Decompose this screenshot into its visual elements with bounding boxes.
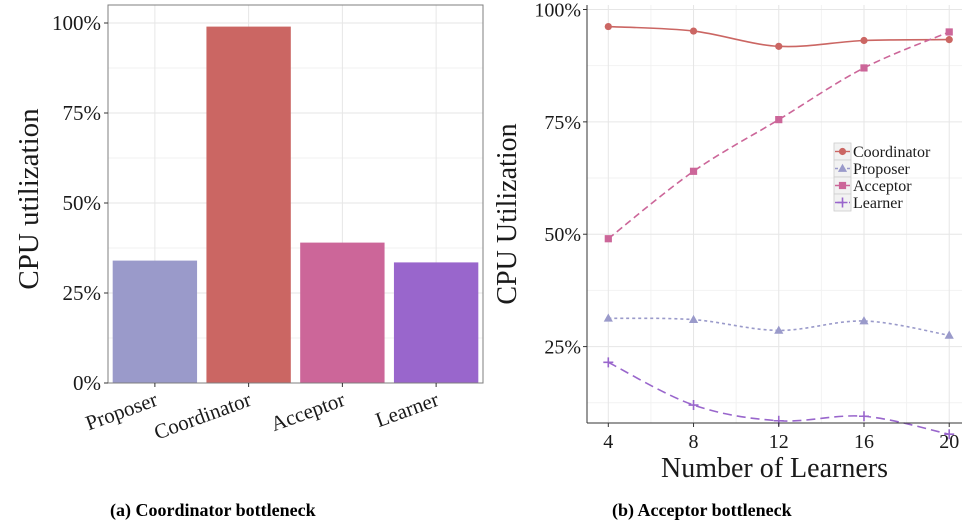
- bar-coordinator: [206, 27, 290, 383]
- data-point-acceptor: [860, 64, 867, 71]
- bar-proposer: [113, 261, 197, 383]
- x-tick-label: 16: [854, 431, 874, 453]
- data-point-coordinator: [860, 37, 867, 44]
- data-point-acceptor: [946, 28, 953, 35]
- y-tick-label: 25%: [544, 337, 581, 359]
- x-tick-label: Acceptor: [268, 387, 349, 436]
- x-tick-label: 20: [939, 431, 959, 453]
- x-tick-label: Learner: [372, 387, 442, 432]
- y-tick-label: 75%: [544, 112, 581, 134]
- x-tick-label: 4: [603, 431, 613, 453]
- line-chart-panel: 25% 50% 75% 100% 4 8 12 16 20 Number of Learners C…: [492, 0, 962, 484]
- x-axis-label: Number of Learners: [661, 453, 888, 484]
- y-tick-label: 100%: [534, 0, 581, 21]
- data-point-coordinator: [775, 43, 782, 50]
- legend-label-coordinator: Coordinator: [853, 144, 931, 161]
- y-tick-label: 50%: [63, 191, 102, 215]
- y-axis-label: CPU utilization: [13, 108, 45, 290]
- caption-b: (b) Acceptor bottleneck: [612, 500, 792, 521]
- y-tick-label: 25%: [63, 281, 102, 305]
- y-tick-label: 75%: [63, 101, 102, 125]
- data-point-acceptor: [775, 116, 782, 123]
- data-point-coordinator: [690, 27, 697, 34]
- x-tick-label: 8: [689, 431, 699, 453]
- data-point-coordinator: [605, 23, 612, 30]
- bar-learner: [394, 262, 478, 383]
- legend-label-proposer: Proposer: [853, 161, 911, 178]
- y-tick-label: 50%: [544, 224, 581, 246]
- y-tick-label: 100%: [52, 11, 101, 35]
- y-tick-label: 0%: [73, 371, 101, 395]
- legend-marker-acceptor: [839, 182, 846, 189]
- x-tick-label: Coordinator: [151, 387, 255, 444]
- legend-label-learner: Learner: [853, 195, 903, 212]
- data-point-coordinator: [946, 36, 953, 43]
- data-point-acceptor: [690, 168, 697, 175]
- legend-label-acceptor: Acceptor: [853, 178, 912, 195]
- bar-acceptor: [300, 243, 384, 383]
- y-axis-label: CPU Utilization: [492, 123, 523, 304]
- legend-marker-coordinator: [839, 148, 846, 155]
- data-point-acceptor: [605, 235, 612, 242]
- plot-area: [587, 5, 962, 423]
- caption-a: (a) Coordinator bottleneck: [110, 500, 316, 521]
- x-tick-label: 12: [769, 431, 789, 453]
